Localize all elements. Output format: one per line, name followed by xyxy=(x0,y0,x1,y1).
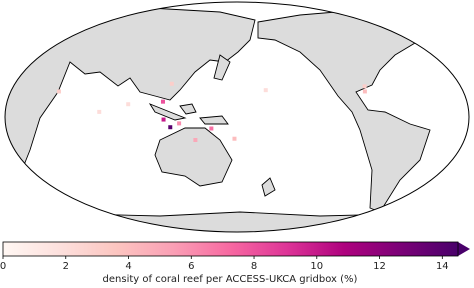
reef-cell xyxy=(126,102,131,107)
globe-outline xyxy=(4,1,470,233)
tick-label: 6 xyxy=(188,261,194,272)
reef-cell xyxy=(160,99,165,104)
colorbar-ticks: 0 2 4 6 8 10 12 14 xyxy=(0,256,449,272)
indonesia xyxy=(148,103,229,125)
colorbar-label: density of coral reef per ACCESS-UKCA gr… xyxy=(103,274,358,285)
tick-label: 12 xyxy=(373,261,386,272)
japan xyxy=(213,54,231,81)
reef-cell xyxy=(177,121,182,126)
reef-cell xyxy=(193,138,198,142)
reef-cell xyxy=(232,136,237,141)
eurasia-africa xyxy=(5,7,256,191)
tick-label: 0 xyxy=(0,261,6,272)
reef-layer xyxy=(56,81,367,142)
colorbar-frame xyxy=(2,241,459,257)
reef-cell xyxy=(263,88,268,93)
tick-label: 14 xyxy=(436,261,449,272)
tick-label: 4 xyxy=(125,261,131,272)
new-zealand xyxy=(261,177,276,197)
reef-cell xyxy=(209,126,214,131)
reef-cell xyxy=(362,84,367,89)
tick-label: 8 xyxy=(251,261,257,272)
reef-cell xyxy=(56,89,61,94)
reef-cell xyxy=(97,109,102,114)
colorbar xyxy=(3,242,458,256)
colorbar-extend xyxy=(458,242,470,256)
reef-cell xyxy=(168,125,173,130)
tick-label: 2 xyxy=(63,261,69,272)
australia xyxy=(154,127,233,187)
reef-cell xyxy=(169,81,174,86)
tick-label: 10 xyxy=(310,261,323,272)
reef-cell xyxy=(161,117,166,122)
reef-cell xyxy=(362,89,367,94)
antarctica xyxy=(5,211,469,232)
